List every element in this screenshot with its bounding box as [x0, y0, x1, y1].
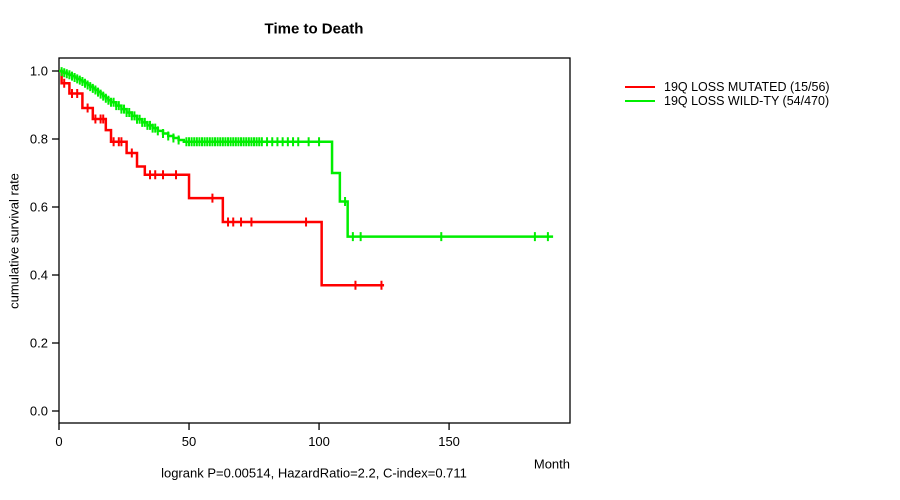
- y-axis-tick-label: 0.8: [30, 132, 48, 147]
- censor-ticks-series-1: [60, 67, 549, 242]
- legend-item-label: 19Q LOSS MUTATED (15/56): [664, 80, 830, 94]
- legend-line-icon: [625, 100, 655, 102]
- y-axis-tick-label: 0.0: [30, 404, 48, 419]
- x-axis-tick-label: 0: [55, 434, 62, 449]
- legend-item-label: 19Q LOSS WILD-TY (54/470): [664, 94, 830, 108]
- y-axis-tick-label: 0.4: [30, 268, 48, 283]
- plot-box: [58, 57, 571, 424]
- x-axis-tick-label: 150: [438, 434, 460, 449]
- y-axis-tick-label: 0.2: [30, 336, 48, 351]
- legend-item: 19Q LOSS MUTATED (15/56): [625, 80, 830, 94]
- chart-title: Time to Death: [264, 20, 364, 38]
- y-axis-tick-label: 1.0: [30, 64, 48, 79]
- legend-item: 19Q LOSS WILD-TY (54/470): [625, 94, 830, 108]
- x-axis-tick-label: 50: [182, 434, 196, 449]
- stats-annotation: logrank P=0.00514, HazardRatio=2.2, C-in…: [161, 465, 467, 481]
- x-axis-tick-label: 100: [308, 434, 330, 449]
- x-axis-label: Month: [533, 456, 570, 472]
- legend: 19Q LOSS MUTATED (15/56) 19Q LOSS WILD-TY…: [625, 80, 830, 108]
- censor-ticks-series-0: [63, 78, 383, 290]
- legend-line-icon: [625, 86, 655, 88]
- y-axis-tick-label: 0.6: [30, 200, 48, 215]
